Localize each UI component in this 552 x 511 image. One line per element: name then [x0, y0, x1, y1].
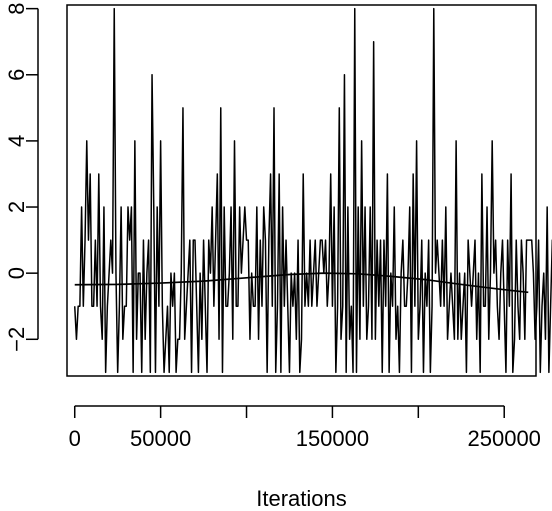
x-tick-label: 50000 [130, 426, 191, 451]
x-tick-label: 250000 [468, 426, 541, 451]
y-tick-label: −2 [4, 327, 29, 352]
x-axis: 0 50000 150000 250000 [69, 405, 541, 451]
x-tick-label: 150000 [296, 426, 369, 451]
y-tick-label: 2 [4, 201, 29, 213]
series-layer [73, 7, 552, 374]
y-axis: −2 0 2 4 6 8 [4, 3, 39, 352]
plot-frame [66, 4, 537, 377]
y-tick-label: 0 [4, 267, 29, 279]
y-tick-label: 6 [4, 69, 29, 81]
x-axis-title: Iterations [256, 486, 347, 511]
y-tick-label: 4 [4, 135, 29, 147]
x-tick-label: 0 [69, 426, 81, 451]
smoothed-mean-line [74, 272, 529, 294]
trace-line [73, 7, 552, 374]
y-tick-label: 8 [4, 3, 29, 15]
